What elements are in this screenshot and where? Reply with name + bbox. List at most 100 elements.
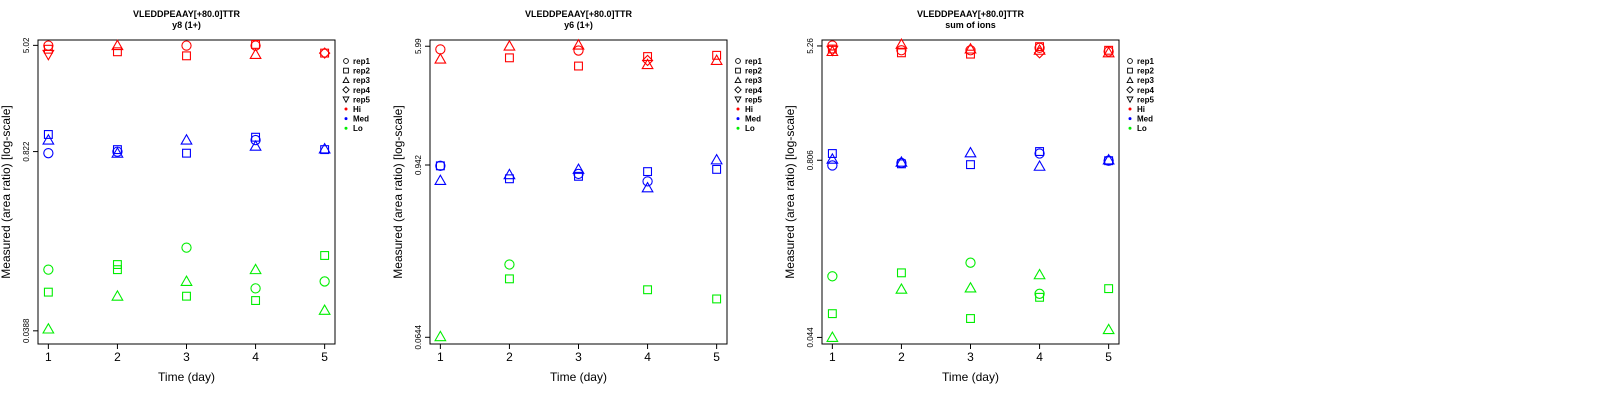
data-point-hi-rep1 bbox=[435, 44, 446, 55]
data-point-hi-rep3 bbox=[249, 48, 262, 59]
data-point-med-rep2 bbox=[112, 145, 122, 155]
data-point-hi-rep1 bbox=[896, 45, 907, 56]
data-point-hi-rep2 bbox=[43, 44, 53, 54]
data-point-hi-rep2 bbox=[1104, 45, 1114, 55]
x-axis-label: Time (day) bbox=[942, 370, 999, 384]
x-tick-label: 2 bbox=[898, 350, 905, 364]
data-point-lo-rep2 bbox=[827, 309, 837, 319]
data-point-lo-rep2 bbox=[1035, 292, 1045, 302]
legend-label: Med bbox=[745, 115, 761, 124]
x-tick-label: 2 bbox=[114, 350, 121, 364]
x-tick-label: 3 bbox=[967, 350, 974, 364]
data-point-hi-rep3 bbox=[1102, 46, 1115, 58]
x-axis-label: Time (day) bbox=[158, 370, 215, 384]
chart-title: VLEDDPEAAY[+80.0]TTR bbox=[525, 9, 632, 19]
x-tick-label: 4 bbox=[1036, 350, 1043, 364]
data-point-lo-rep2 bbox=[896, 268, 906, 278]
y-tick-label: 0.822 bbox=[22, 141, 31, 162]
data-point-med-rep3 bbox=[964, 146, 977, 158]
data-point-hi-rep4 bbox=[318, 47, 331, 59]
y-axis-label: Measured (area ratio) [log-scale] bbox=[391, 105, 405, 278]
legend-color-dot bbox=[1128, 117, 1132, 121]
data-point-med-rep3 bbox=[895, 155, 908, 167]
y-axis-label: Measured (area ratio) [log-scale] bbox=[0, 105, 13, 278]
legend-label: Hi bbox=[745, 105, 753, 114]
data-point-hi-rep3 bbox=[503, 39, 516, 51]
data-point-med-rep1 bbox=[43, 148, 54, 159]
legend-label: rep4 bbox=[745, 86, 762, 95]
data-point-hi-rep1 bbox=[965, 45, 976, 56]
data-point-lo-rep2 bbox=[112, 265, 122, 275]
data-point-lo-rep1 bbox=[181, 242, 192, 253]
legend-label: rep1 bbox=[353, 57, 370, 66]
data-point-lo-rep3 bbox=[180, 275, 193, 286]
legend-marker bbox=[342, 76, 350, 84]
data-point-hi-rep2 bbox=[896, 48, 906, 58]
x-tick-label: 1 bbox=[45, 350, 52, 364]
legend-marker bbox=[1126, 96, 1134, 104]
y-tick-label: 0.0388 bbox=[22, 318, 31, 343]
data-point-lo-rep1 bbox=[965, 257, 976, 268]
legend-label: rep4 bbox=[353, 86, 370, 95]
legend-color-dot bbox=[736, 126, 740, 130]
data-point-hi-rep3 bbox=[572, 38, 585, 50]
plot-frame bbox=[821, 39, 1120, 345]
legend-marker bbox=[342, 86, 350, 94]
data-point-lo-rep3 bbox=[249, 263, 262, 275]
data-point-med-rep2 bbox=[574, 171, 583, 181]
legend-label: Hi bbox=[353, 105, 361, 114]
x-tick-label: 5 bbox=[321, 350, 328, 364]
data-point-med-rep3 bbox=[826, 152, 839, 164]
legend-label: Hi bbox=[1137, 105, 1145, 114]
legend-label: rep1 bbox=[745, 57, 762, 66]
legend-label: Med bbox=[1137, 115, 1153, 124]
data-point-med-rep3 bbox=[180, 133, 193, 145]
data-point-med-rep2 bbox=[182, 148, 191, 158]
y-tick-label: 0.0644 bbox=[414, 324, 423, 349]
x-tick-label: 5 bbox=[713, 350, 720, 364]
data-point-med-rep1 bbox=[827, 160, 838, 171]
data-point-lo-rep2 bbox=[43, 287, 53, 297]
data-point-lo-rep1 bbox=[250, 283, 261, 294]
data-point-med-rep1 bbox=[1103, 155, 1114, 166]
data-point-med-rep3 bbox=[42, 133, 55, 145]
legend-color-dot bbox=[344, 117, 348, 121]
data-point-med-rep3 bbox=[710, 153, 723, 165]
data-point-hi-rep4 bbox=[1033, 46, 1046, 59]
data-point-hi-rep2 bbox=[643, 52, 653, 62]
legend-label: rep2 bbox=[745, 67, 762, 76]
legend-color-dot bbox=[736, 117, 740, 121]
data-point-med-rep3 bbox=[434, 174, 447, 186]
data-point-hi-rep3 bbox=[710, 54, 723, 65]
legend-color-dot bbox=[1128, 107, 1132, 111]
data-point-lo-rep1 bbox=[504, 259, 515, 270]
y-tick-label: 5.26 bbox=[806, 38, 815, 54]
legend-label: Med bbox=[353, 115, 369, 124]
data-point-lo-rep2 bbox=[1104, 284, 1114, 294]
data-point-hi-rep2 bbox=[712, 50, 722, 60]
legend-marker bbox=[734, 76, 742, 84]
legend-label: rep4 bbox=[1137, 86, 1154, 95]
legend-color-dot bbox=[344, 126, 348, 130]
data-point-lo-rep3 bbox=[42, 322, 55, 334]
plot-frame bbox=[37, 39, 336, 345]
data-point-med-rep3 bbox=[503, 168, 516, 180]
x-tick-label: 1 bbox=[437, 350, 444, 364]
legend-color-dot bbox=[1128, 126, 1132, 130]
chart-subtitle: y8 (1+) bbox=[172, 20, 201, 30]
legend-color-dot bbox=[736, 107, 740, 111]
legend-label: Lo bbox=[1137, 124, 1147, 133]
legend-marker bbox=[734, 96, 742, 104]
legend-marker bbox=[734, 86, 742, 94]
data-point-med-rep3 bbox=[111, 146, 124, 158]
x-tick-label: 4 bbox=[644, 350, 651, 364]
data-point-lo-rep3 bbox=[434, 330, 447, 342]
data-point-hi-rep3 bbox=[1033, 43, 1046, 55]
x-tick-label: 5 bbox=[1105, 350, 1112, 364]
legend-label: rep1 bbox=[1137, 57, 1154, 66]
data-point-hi-rep3 bbox=[434, 52, 447, 64]
data-point-hi-rep1 bbox=[181, 40, 192, 51]
data-point-med-rep3 bbox=[318, 142, 331, 154]
